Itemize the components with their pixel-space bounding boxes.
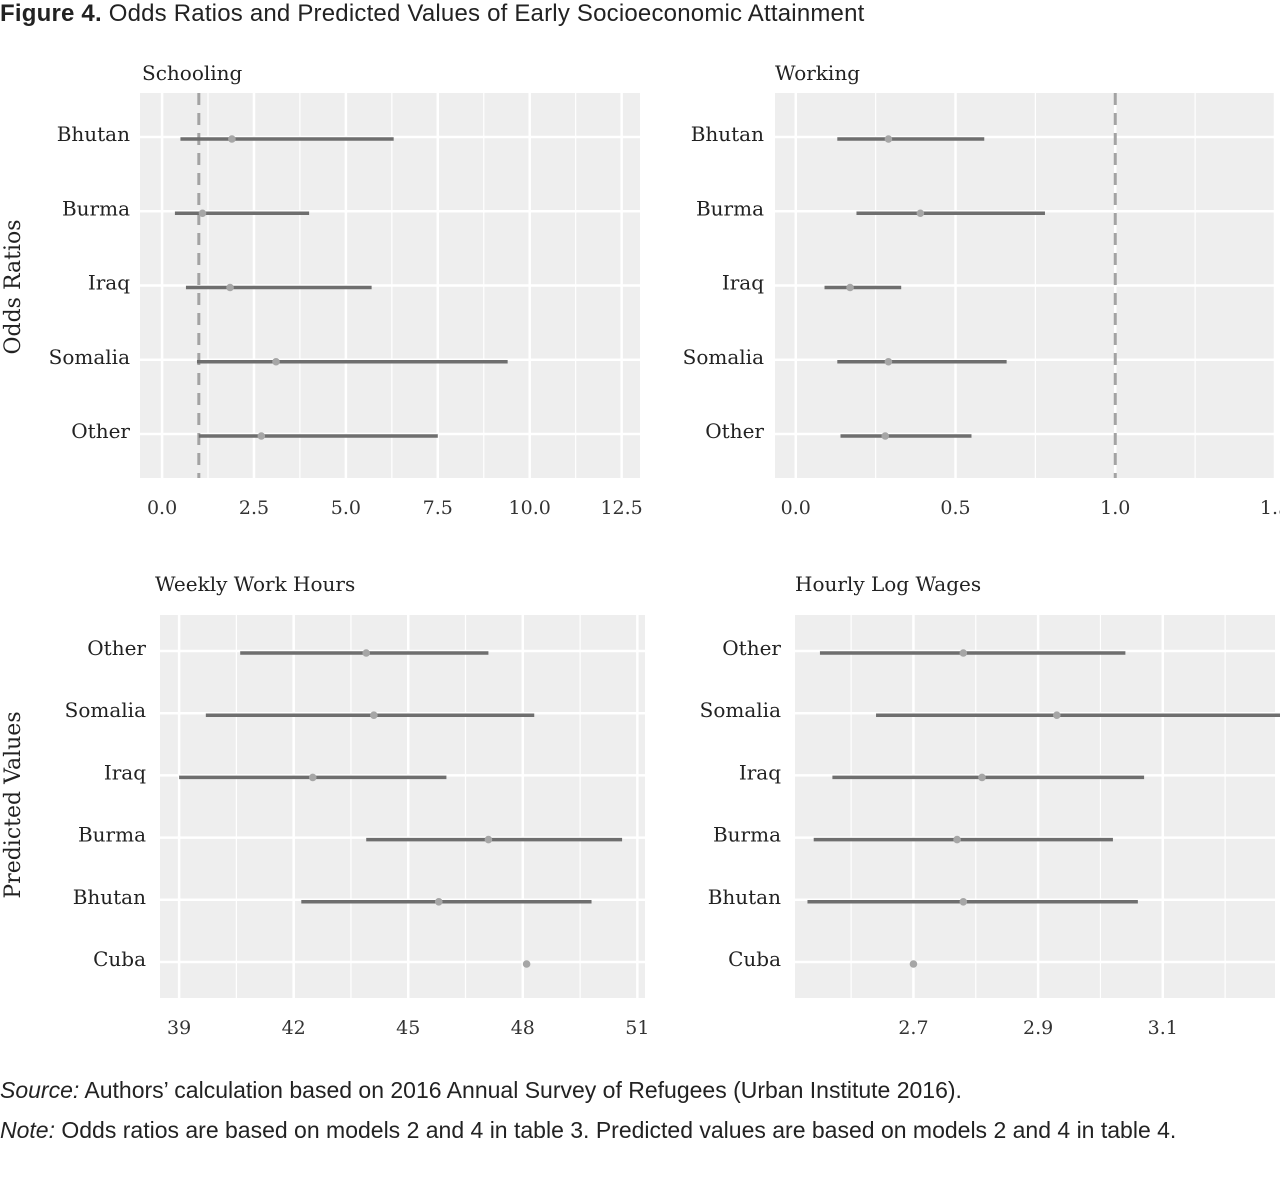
row-label-odds-ratios: Odds Ratios (1, 219, 26, 354)
estimate-point (909, 960, 918, 968)
estimate-point (226, 283, 234, 292)
estimate-point (884, 357, 893, 366)
category-label: Other (71, 419, 130, 443)
figure-title-text: Odds Ratios and Predicted Values of Earl… (108, 0, 865, 27)
category-label: Burma (696, 196, 764, 220)
panel-title: Hourly Log Wages (795, 572, 981, 596)
estimate-point (978, 773, 986, 782)
panel-title: Working (775, 61, 860, 85)
x-tick-label: 5.0 (331, 497, 361, 519)
figure-label: Figure 4. (0, 0, 102, 27)
panel-background (160, 615, 645, 998)
category-label: Iraq (104, 760, 146, 784)
note-label: Note: (0, 1117, 55, 1143)
estimate-point (959, 649, 968, 657)
estimate-point (198, 209, 207, 218)
chart-panel-1: 0.0 2.5 5.0 7.5 10.0 12.5 Bhutan Burma Iraq Somal… (49, 61, 643, 519)
estimate-point (881, 432, 890, 440)
estimate-point (362, 649, 371, 657)
category-label: Bhutan (691, 122, 764, 146)
category-label: Cuba (728, 947, 781, 971)
category-label: Cuba (93, 947, 146, 971)
estimate-point (434, 898, 443, 906)
estimate-point (308, 773, 317, 782)
source-label: Source: (0, 1077, 80, 1103)
chart-panel-3: 39 42 45 48 51 Other Somalia Iraq Burma Bhutan Cub… (65, 572, 650, 1039)
category-label: Burma (78, 823, 146, 847)
category-label: Bhutan (57, 122, 130, 146)
x-tick-label: 42 (282, 1017, 306, 1039)
x-tick-label: 1.0 (1100, 497, 1130, 519)
x-tick-label: 2.7 (898, 1017, 928, 1039)
x-tick-label: 10.0 (509, 497, 551, 519)
category-label: Somalia (65, 698, 146, 722)
figure-footer: Source: Authors’ calculation based on 20… (0, 1070, 1275, 1150)
chart-panel-4: 2.7 2.9 3.1 Other Somalia Iraq Burma Bhutan Cuba… (700, 572, 1280, 1039)
estimate-point (916, 209, 925, 218)
figure-title: Figure 4. Odds Ratios and Predicted Valu… (0, 0, 865, 28)
category-label: Iraq (739, 760, 781, 784)
category-label: Bhutan (708, 885, 781, 909)
category-label: Other (705, 419, 764, 443)
estimate-point (272, 357, 280, 366)
x-tick-label: 2.5 (239, 497, 269, 519)
category-label: Burma (62, 196, 130, 220)
x-tick-label: 0.5 (940, 497, 970, 519)
category-label: Other (87, 636, 146, 660)
x-tick-label: 7.5 (423, 497, 453, 519)
x-tick-label: 48 (511, 1017, 535, 1039)
panel-title: Weekly Work Hours (155, 572, 355, 596)
panel-background (795, 615, 1275, 998)
row-label-predicted-values: Predicted Values (1, 711, 26, 898)
x-tick-label: 0.0 (147, 497, 177, 519)
category-label: Bhutan (73, 885, 146, 909)
category-label: Somalia (683, 345, 764, 369)
estimate-point (228, 135, 236, 143)
x-tick-label: 2.9 (1023, 1017, 1053, 1039)
x-tick-label: 1.5 (1260, 497, 1280, 519)
x-tick-label: 0.0 (781, 497, 811, 519)
estimate-point (846, 283, 854, 292)
category-label: Iraq (88, 271, 130, 295)
estimate-point (1053, 711, 1061, 719)
x-tick-label: 39 (167, 1017, 191, 1039)
x-tick-label: 12.5 (600, 497, 642, 519)
chart-figure: Odds Ratios Predicted Values 0.0 2.5 5.0 7.… (1, 61, 1280, 1039)
category-label: Somalia (49, 345, 130, 369)
source-text: Authors’ calculation based on 2016 Annua… (79, 1077, 962, 1103)
estimate-point (484, 835, 493, 844)
source-note: Source: Authors’ calculation based on 20… (0, 1070, 1275, 1110)
x-tick-label: 45 (396, 1017, 420, 1039)
chart-panel-2: 0.0 0.5 1.0 1.5 Bhutan Burma Iraq Somalia Other W… (683, 61, 1280, 519)
estimate-point (522, 960, 531, 968)
x-tick-label: 51 (625, 1017, 649, 1039)
estimate-point (884, 135, 893, 143)
panel-title: Schooling (142, 61, 243, 85)
x-tick-label: 3.1 (1148, 1017, 1178, 1039)
estimate-point (257, 432, 266, 440)
category-label: Somalia (700, 698, 781, 722)
estimate-point (953, 835, 961, 844)
estimate-point (370, 711, 378, 719)
category-label: Other (722, 636, 781, 660)
category-label: Iraq (722, 271, 764, 295)
estimate-point (959, 898, 968, 906)
category-label: Burma (713, 823, 781, 847)
note-text: Odds ratios are based on models 2 and 4 … (54, 1117, 1177, 1143)
model-note: Note: Odds ratios are based on models 2 … (0, 1110, 1275, 1150)
